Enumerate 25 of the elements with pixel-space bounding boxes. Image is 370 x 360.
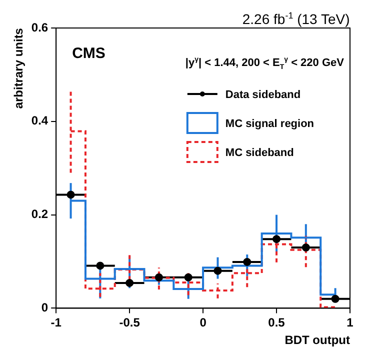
point xyxy=(243,258,252,266)
point xyxy=(96,262,104,270)
x-tick-label: 0 xyxy=(200,316,207,330)
point xyxy=(302,243,310,252)
x-tick-label: -1 xyxy=(50,316,62,330)
x-tick-label: 0.5 xyxy=(268,316,286,330)
point xyxy=(214,266,222,275)
y-tick-label: 0.2 xyxy=(31,207,48,222)
point xyxy=(154,273,163,282)
point xyxy=(331,294,340,303)
x-tick-label: 1 xyxy=(346,316,354,330)
y-tick-label: 0.6 xyxy=(31,20,48,34)
legend-label: MC signal region xyxy=(225,118,314,130)
point xyxy=(126,278,134,287)
annotation: CMS xyxy=(72,45,106,62)
legend-label: Data sideband xyxy=(225,89,301,101)
y-tick-label: 0.4 xyxy=(31,114,48,128)
point xyxy=(66,190,75,199)
y-axis-title: arbitrary units xyxy=(12,28,26,109)
point xyxy=(184,273,192,282)
point xyxy=(272,235,281,244)
y-tick-label: 0 xyxy=(41,300,48,315)
x-axis-title: BDT output xyxy=(284,333,350,348)
legend-label: MC sideband xyxy=(225,147,294,159)
x-tick-label: -0.5 xyxy=(119,316,140,330)
